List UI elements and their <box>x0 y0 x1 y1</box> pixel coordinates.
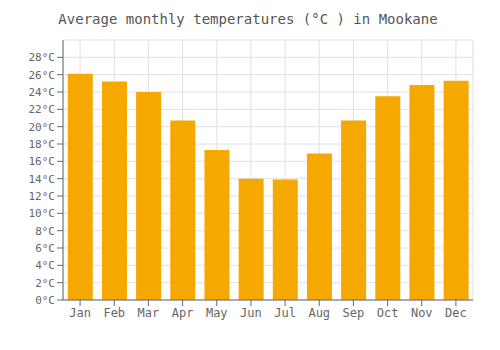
svg-text:Feb: Feb <box>103 306 125 320</box>
svg-text:14°C: 14°C <box>29 173 56 186</box>
svg-text:18°C: 18°C <box>29 138 56 151</box>
svg-text:26°C: 26°C <box>29 69 56 82</box>
svg-text:Jun: Jun <box>240 306 262 320</box>
svg-text:Aug: Aug <box>308 306 330 320</box>
svg-text:6°C: 6°C <box>35 242 55 255</box>
svg-text:8°C: 8°C <box>35 225 55 238</box>
svg-text:Nov: Nov <box>411 306 433 320</box>
svg-text:22°C: 22°C <box>29 103 56 116</box>
svg-text:Sep: Sep <box>343 306 365 320</box>
svg-text:28°C: 28°C <box>29 51 56 64</box>
html-text:Average monthly temperatures (: Average monthly temperatures (°C ) in Mo… <box>58 11 438 27</box>
svg-text:May: May <box>206 306 228 320</box>
svg-text:Dec: Dec <box>445 306 467 320</box>
svg-text:12°C: 12°C <box>29 190 56 203</box>
svg-text:0°C: 0°C <box>35 294 55 307</box>
svg-text:Mar: Mar <box>138 306 160 320</box>
svg-text:10°C: 10°C <box>29 207 56 220</box>
svg-text:Jan: Jan <box>69 306 91 320</box>
svg-text:Jul: Jul <box>274 306 296 320</box>
svg-text:24°C: 24°C <box>29 86 56 99</box>
svg-text:2°C: 2°C <box>35 277 55 290</box>
svg-text:Oct: Oct <box>377 306 399 320</box>
svg-text:20°C: 20°C <box>29 121 56 134</box>
svg-text:16°C: 16°C <box>29 155 56 168</box>
svg-text:4°C: 4°C <box>35 259 55 272</box>
svg-text:Apr: Apr <box>172 306 194 320</box>
